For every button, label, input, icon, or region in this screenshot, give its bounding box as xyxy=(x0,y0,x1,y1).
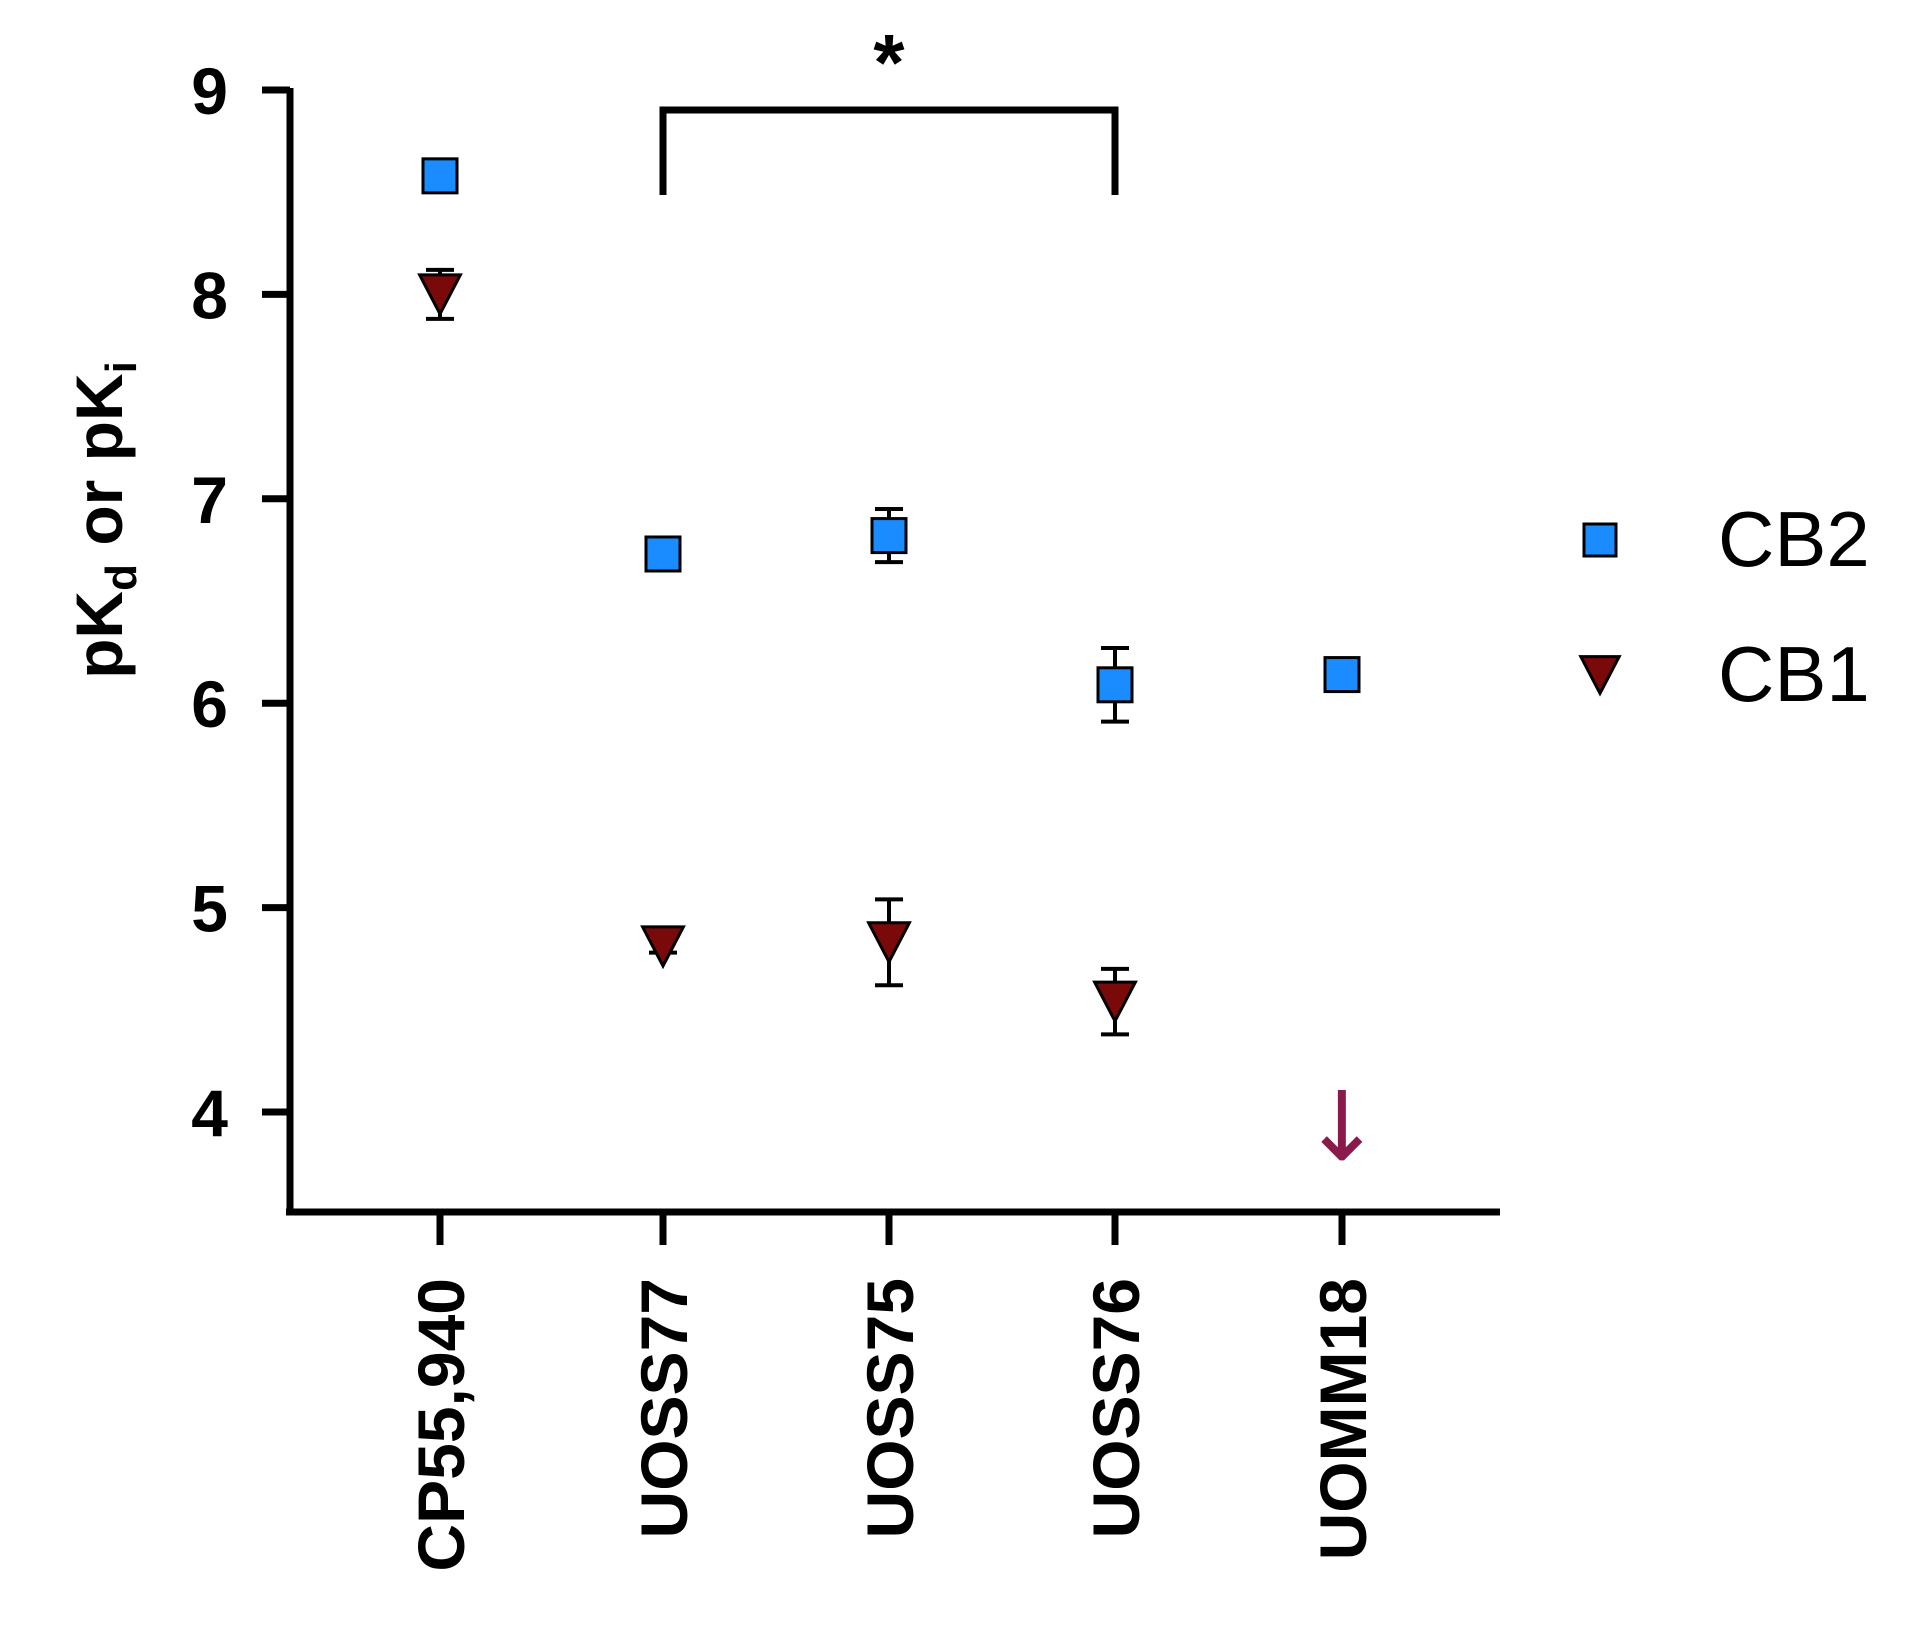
marker-cb1 xyxy=(640,925,686,970)
marker-cb1 xyxy=(866,921,912,966)
y-axis-label-sub-i: i xyxy=(97,361,146,373)
data-markers xyxy=(417,157,1361,1025)
significance-star: * xyxy=(873,18,905,107)
marker-cb2 xyxy=(1323,656,1361,694)
x-tick-label: UOMM18 xyxy=(1306,1278,1380,1560)
x-ticks: CP55,940 UOSS77 UOSS75 UOSS76 UOMM18 xyxy=(404,1212,1380,1572)
legend-marker-cb1 xyxy=(1578,655,1622,697)
error-bars xyxy=(426,163,1356,1037)
y-tick-label: 4 xyxy=(191,1076,228,1150)
legend-label-cb1: CB1 xyxy=(1718,630,1870,718)
y-tick-label: 8 xyxy=(191,258,228,332)
marker-cb1 xyxy=(1092,980,1138,1025)
legend: CB2 CB1 xyxy=(1578,495,1870,718)
marker-cb2 xyxy=(421,157,459,195)
y-axis-label-main: pK xyxy=(62,591,136,679)
x-tick-label: CP55,940 xyxy=(404,1278,478,1572)
y-tick-label: 7 xyxy=(191,463,228,537)
below-range-arrow-icon: ↓ xyxy=(1302,1071,1382,1183)
marker-cb2 xyxy=(1096,666,1134,704)
y-axis-label-main-2: pK xyxy=(62,373,136,461)
y-tick-label: 9 xyxy=(191,54,228,128)
marker-cb2 xyxy=(644,535,682,573)
marker-cb1 xyxy=(417,273,463,318)
x-tick-label: UOSS75 xyxy=(853,1278,927,1538)
y-axis-label: pKd or pKi xyxy=(62,361,146,679)
y-axis-label-connector: or xyxy=(62,480,136,546)
y-axis-label-sub-d: d xyxy=(97,564,146,591)
annotations: *↓ xyxy=(659,18,1382,1183)
svg-text:pKd or pKi: pKd or pKi xyxy=(62,361,146,679)
marker-cb2 xyxy=(870,517,908,555)
x-tick-label: UOSS76 xyxy=(1079,1278,1153,1538)
x-tick-label: UOSS77 xyxy=(627,1278,701,1538)
y-tick-label: 6 xyxy=(191,667,228,741)
y-ticks: 4 5 6 7 8 9 xyxy=(191,54,290,1150)
significance-bracket xyxy=(659,106,1119,195)
legend-label-cb2: CB2 xyxy=(1718,495,1870,583)
y-tick-label: 5 xyxy=(191,872,228,946)
legend-marker-cb2 xyxy=(1582,522,1618,558)
